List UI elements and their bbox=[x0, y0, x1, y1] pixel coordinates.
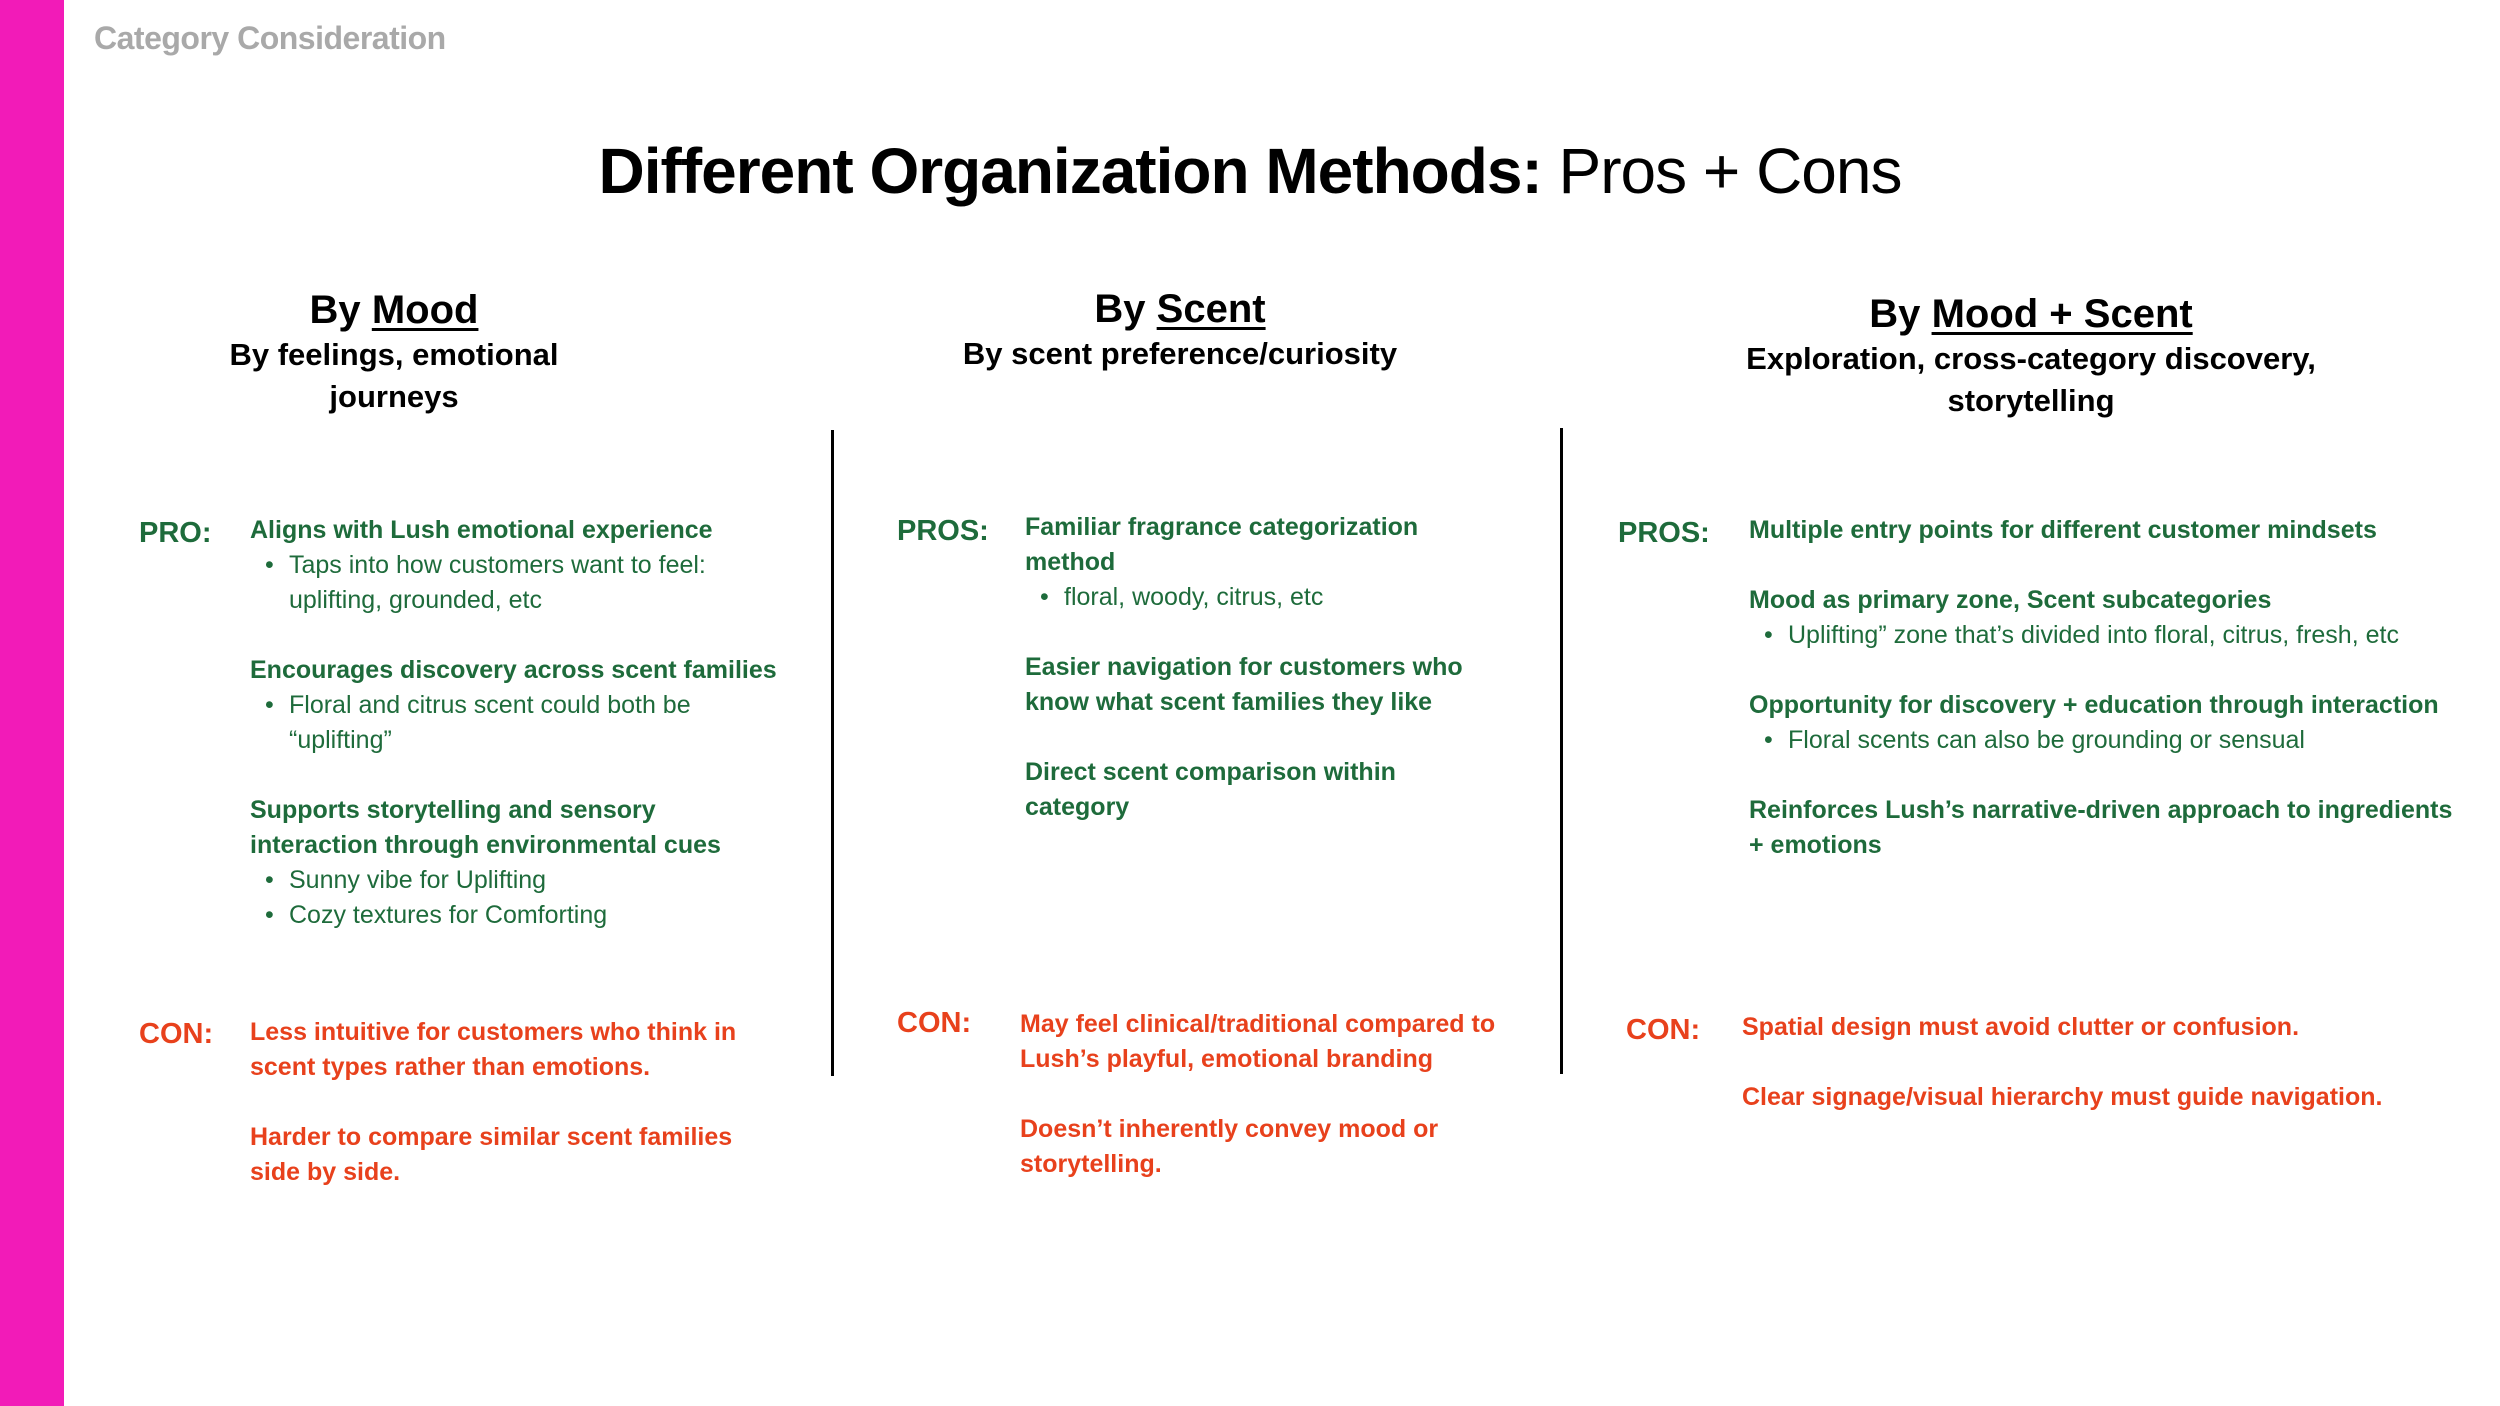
cons-list: May feel clinical/traditional compared t… bbox=[1020, 1007, 1495, 1217]
column-heading-scent: By Scent By scent preference/curiosity bbox=[930, 285, 1430, 375]
bullet-item: Floral and citrus scent could both be “u… bbox=[250, 688, 777, 758]
pro-item: Easier navigation for customers who know… bbox=[1025, 650, 1463, 720]
con-item: Spatial design must avoid clutter or con… bbox=[1742, 1010, 2382, 1045]
pro-point: Direct scent comparison within category bbox=[1025, 758, 1396, 821]
column-heading-mood-scent: By Mood + Scent Exploration, cross-categ… bbox=[1681, 290, 2381, 422]
bullet-list: Floral scents can also be grounding or s… bbox=[1749, 723, 2452, 758]
column-subtitle: By scent preference/curiosity bbox=[962, 336, 1398, 371]
con-item: Doesn’t inherently convey mood or storyt… bbox=[1020, 1112, 1495, 1182]
bullet-list: Sunny vibe for UpliftingCozy textures fo… bbox=[250, 863, 777, 933]
heading-key: Mood bbox=[371, 288, 479, 332]
pro-item: Reinforces Lush’s narrative-driven appro… bbox=[1749, 793, 2452, 863]
page-title: Different Organization Methods: Pros + C… bbox=[0, 134, 2500, 208]
pro-item: Encourages discovery across scent famili… bbox=[250, 653, 777, 758]
column-subtitle: By feelings, emotional journeys bbox=[229, 337, 559, 414]
bullet-item: Uplifting” zone that’s divided into flor… bbox=[1749, 618, 2452, 653]
pro-point: Easier navigation for customers who know… bbox=[1025, 653, 1463, 716]
pro-label: PROS: bbox=[1618, 517, 1710, 549]
pros-list: Familiar fragrance categorization method… bbox=[1025, 510, 1463, 860]
bullet-list: Taps into how customers want to feel: up… bbox=[250, 548, 777, 618]
bullet-list: Floral and citrus scent could both be “u… bbox=[250, 688, 777, 758]
column-divider bbox=[1560, 428, 1563, 1074]
heading-key: Mood + Scent bbox=[1931, 292, 2193, 336]
pro-point: Multiple entry points for different cust… bbox=[1749, 516, 2377, 544]
bullet-item: Floral scents can also be grounding or s… bbox=[1749, 723, 2452, 758]
pro-item: Familiar fragrance categorization method… bbox=[1025, 510, 1463, 615]
con-item: Less intuitive for customers who think i… bbox=[250, 1015, 736, 1085]
pro-point: Encourages discovery across scent famili… bbox=[250, 656, 777, 684]
heading-prefix: By bbox=[1869, 292, 1921, 336]
pro-point: Aligns with Lush emotional experience bbox=[250, 516, 713, 544]
pro-label: PRO: bbox=[139, 517, 212, 549]
con-point: May feel clinical/traditional compared t… bbox=[1020, 1010, 1496, 1073]
bullet-item: Sunny vibe for Uplifting bbox=[250, 863, 777, 898]
con-point: Harder to compare similar scent families… bbox=[250, 1123, 733, 1186]
pro-point: Reinforces Lush’s narrative-driven appro… bbox=[1749, 796, 2453, 859]
cons-list: Spatial design must avoid clutter or con… bbox=[1742, 1010, 2382, 1150]
pro-item: Aligns with Lush emotional experience Tap… bbox=[250, 513, 777, 618]
heading-prefix: By bbox=[309, 288, 361, 332]
pro-label: PROS: bbox=[897, 515, 989, 547]
con-point: Spatial design must avoid clutter or con… bbox=[1742, 1013, 2300, 1041]
section-kicker: Category Consideration bbox=[94, 20, 446, 56]
title-bold: Different Organization Methods: bbox=[598, 135, 1543, 207]
con-point: Less intuitive for customers who think i… bbox=[250, 1018, 737, 1081]
pro-item: Mood as primary zone, Scent subcategorie… bbox=[1749, 583, 2452, 653]
bullet-list: Uplifting” zone that’s divided into flor… bbox=[1749, 618, 2452, 653]
pros-list: Aligns with Lush emotional experience Tap… bbox=[250, 513, 777, 968]
title-light: Pros + Cons bbox=[1558, 135, 1903, 207]
column-subtitle: Exploration, cross-category discovery, s… bbox=[1746, 341, 2316, 418]
con-label: CON: bbox=[1626, 1014, 1701, 1046]
con-item: May feel clinical/traditional compared t… bbox=[1020, 1007, 1495, 1077]
pro-item: Opportunity for discovery + education th… bbox=[1749, 688, 2452, 758]
pro-point: Opportunity for discovery + education th… bbox=[1749, 691, 2439, 719]
pro-item: Supports storytelling and sensory intera… bbox=[250, 793, 777, 933]
pro-item: Direct scent comparison within category bbox=[1025, 755, 1463, 825]
bullet-item: floral, woody, citrus, etc bbox=[1025, 580, 1463, 615]
con-label: CON: bbox=[139, 1018, 214, 1050]
pro-point: Familiar fragrance categorization method bbox=[1025, 513, 1419, 576]
pro-point: Mood as primary zone, Scent subcategorie… bbox=[1749, 586, 2272, 614]
con-point: Clear signage/visual hierarchy must guid… bbox=[1742, 1083, 2383, 1111]
column-heading-mood: By Mood By feelings, emotional journeys bbox=[194, 286, 594, 418]
bullet-item: Cozy textures for Comforting bbox=[250, 898, 777, 933]
con-point: Doesn’t inherently convey mood or storyt… bbox=[1020, 1115, 1439, 1178]
con-item: Harder to compare similar scent families… bbox=[250, 1120, 736, 1190]
heading-prefix: By bbox=[1094, 287, 1146, 331]
accent-bar bbox=[0, 0, 64, 1406]
bullet-item: Taps into how customers want to feel: up… bbox=[250, 548, 777, 618]
bullet-list: floral, woody, citrus, etc bbox=[1025, 580, 1463, 615]
heading-key: Scent bbox=[1156, 287, 1266, 331]
column-divider bbox=[831, 430, 834, 1076]
pro-point: Supports storytelling and sensory intera… bbox=[250, 796, 721, 859]
con-label: CON: bbox=[897, 1007, 972, 1039]
cons-list: Less intuitive for customers who think i… bbox=[250, 1015, 736, 1225]
con-item: Clear signage/visual hierarchy must guid… bbox=[1742, 1080, 2382, 1115]
pros-list: Multiple entry points for different cust… bbox=[1749, 513, 2452, 898]
pro-item: Multiple entry points for different cust… bbox=[1749, 513, 2452, 548]
